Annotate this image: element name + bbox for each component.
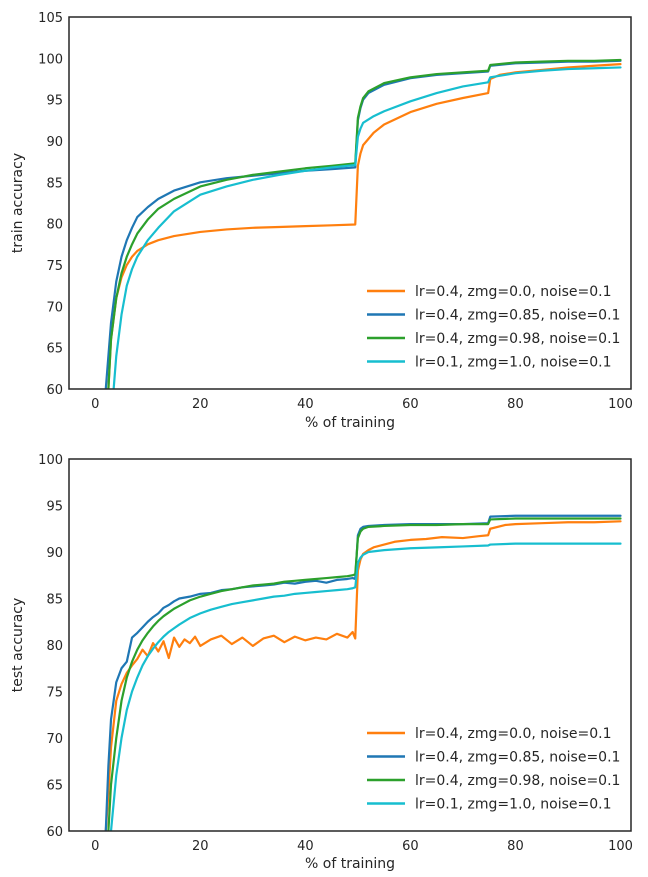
x-axis-label: % of training xyxy=(305,856,395,872)
y-tick-label: 100 xyxy=(38,453,63,468)
x-tick-label: 80 xyxy=(507,397,524,412)
chart-panel-1: 0 20 40 60 80 100 60 65 70 75 80 85 90 95 100 105 % of t… xyxy=(10,11,633,431)
legend-label-1: lr=0.4, zmg=0.0, noise=0.1 xyxy=(415,726,612,742)
x-tick-label: 40 xyxy=(297,839,314,854)
x-tick-label: 60 xyxy=(402,839,419,854)
legend-label-3: lr=0.4, zmg=0.98, noise=0.1 xyxy=(415,773,620,789)
x-tick-label: 80 xyxy=(507,839,524,854)
y-tick-label: 90 xyxy=(46,546,63,561)
x-tick-label: 0 xyxy=(91,397,99,412)
x-tick-label: 0 xyxy=(91,839,99,854)
y-tick-label: 85 xyxy=(46,593,63,608)
y-tick-label: 95 xyxy=(46,500,63,515)
legend: lr=0.4, zmg=0.0, noise=0.1 lr=0.4, zmg=0.… xyxy=(367,284,620,371)
y-tick-label: 80 xyxy=(46,639,63,654)
y-tick-label: 105 xyxy=(38,11,63,26)
series-line-3 xyxy=(107,517,622,831)
y-tick-label: 90 xyxy=(46,135,63,150)
y-axis-label: test accuracy xyxy=(10,598,26,693)
y-axis-label: train accuracy xyxy=(10,153,26,253)
y-tick-label: 75 xyxy=(46,259,63,274)
x-tick-label: 100 xyxy=(608,839,633,854)
y-tick-label: 65 xyxy=(46,779,63,794)
series-line-4 xyxy=(112,66,622,389)
y-tick-label: 65 xyxy=(46,342,63,357)
series-line-3 xyxy=(107,58,622,389)
y-tick-label: 95 xyxy=(46,94,63,109)
y-tick-label: 70 xyxy=(46,300,63,315)
y-tick-label: 60 xyxy=(46,825,63,840)
x-tick-label: 100 xyxy=(608,397,633,412)
x-tick-label: 60 xyxy=(402,397,419,412)
y-tick-label: 80 xyxy=(46,218,63,233)
legend-label-1: lr=0.4, zmg=0.0, noise=0.1 xyxy=(415,284,612,300)
y-tick-label: 100 xyxy=(38,52,63,67)
y-tick-label: 85 xyxy=(46,176,63,191)
plot-area xyxy=(104,514,622,831)
legend-label-3: lr=0.4, zmg=0.98, noise=0.1 xyxy=(415,331,620,347)
legend: lr=0.4, zmg=0.0, noise=0.1 lr=0.4, zmg=0.… xyxy=(367,726,620,813)
chart-panel-2: 0 20 40 60 80 100 60 65 70 75 80 85 90 95 100 % of trai… xyxy=(10,453,633,872)
y-tick-label: 70 xyxy=(46,732,63,747)
x-tick-label: 40 xyxy=(297,397,314,412)
legend-label-2: lr=0.4, zmg=0.85, noise=0.1 xyxy=(415,750,620,766)
legend-label-4: lr=0.1, zmg=1.0, noise=0.1 xyxy=(415,355,612,371)
series-line-4 xyxy=(109,542,622,831)
x-tick-label: 20 xyxy=(192,839,209,854)
axes-frame xyxy=(68,16,632,390)
axes-frame xyxy=(68,458,632,832)
legend-label-2: lr=0.4, zmg=0.85, noise=0.1 xyxy=(415,308,620,324)
y-tick-label: 60 xyxy=(46,383,63,398)
y-tick-label: 75 xyxy=(46,686,63,701)
plot-area xyxy=(104,58,622,389)
legend-label-4: lr=0.1, zmg=1.0, noise=0.1 xyxy=(415,797,612,813)
x-axis-label: % of training xyxy=(305,415,395,431)
x-tick-label: 20 xyxy=(192,397,209,412)
